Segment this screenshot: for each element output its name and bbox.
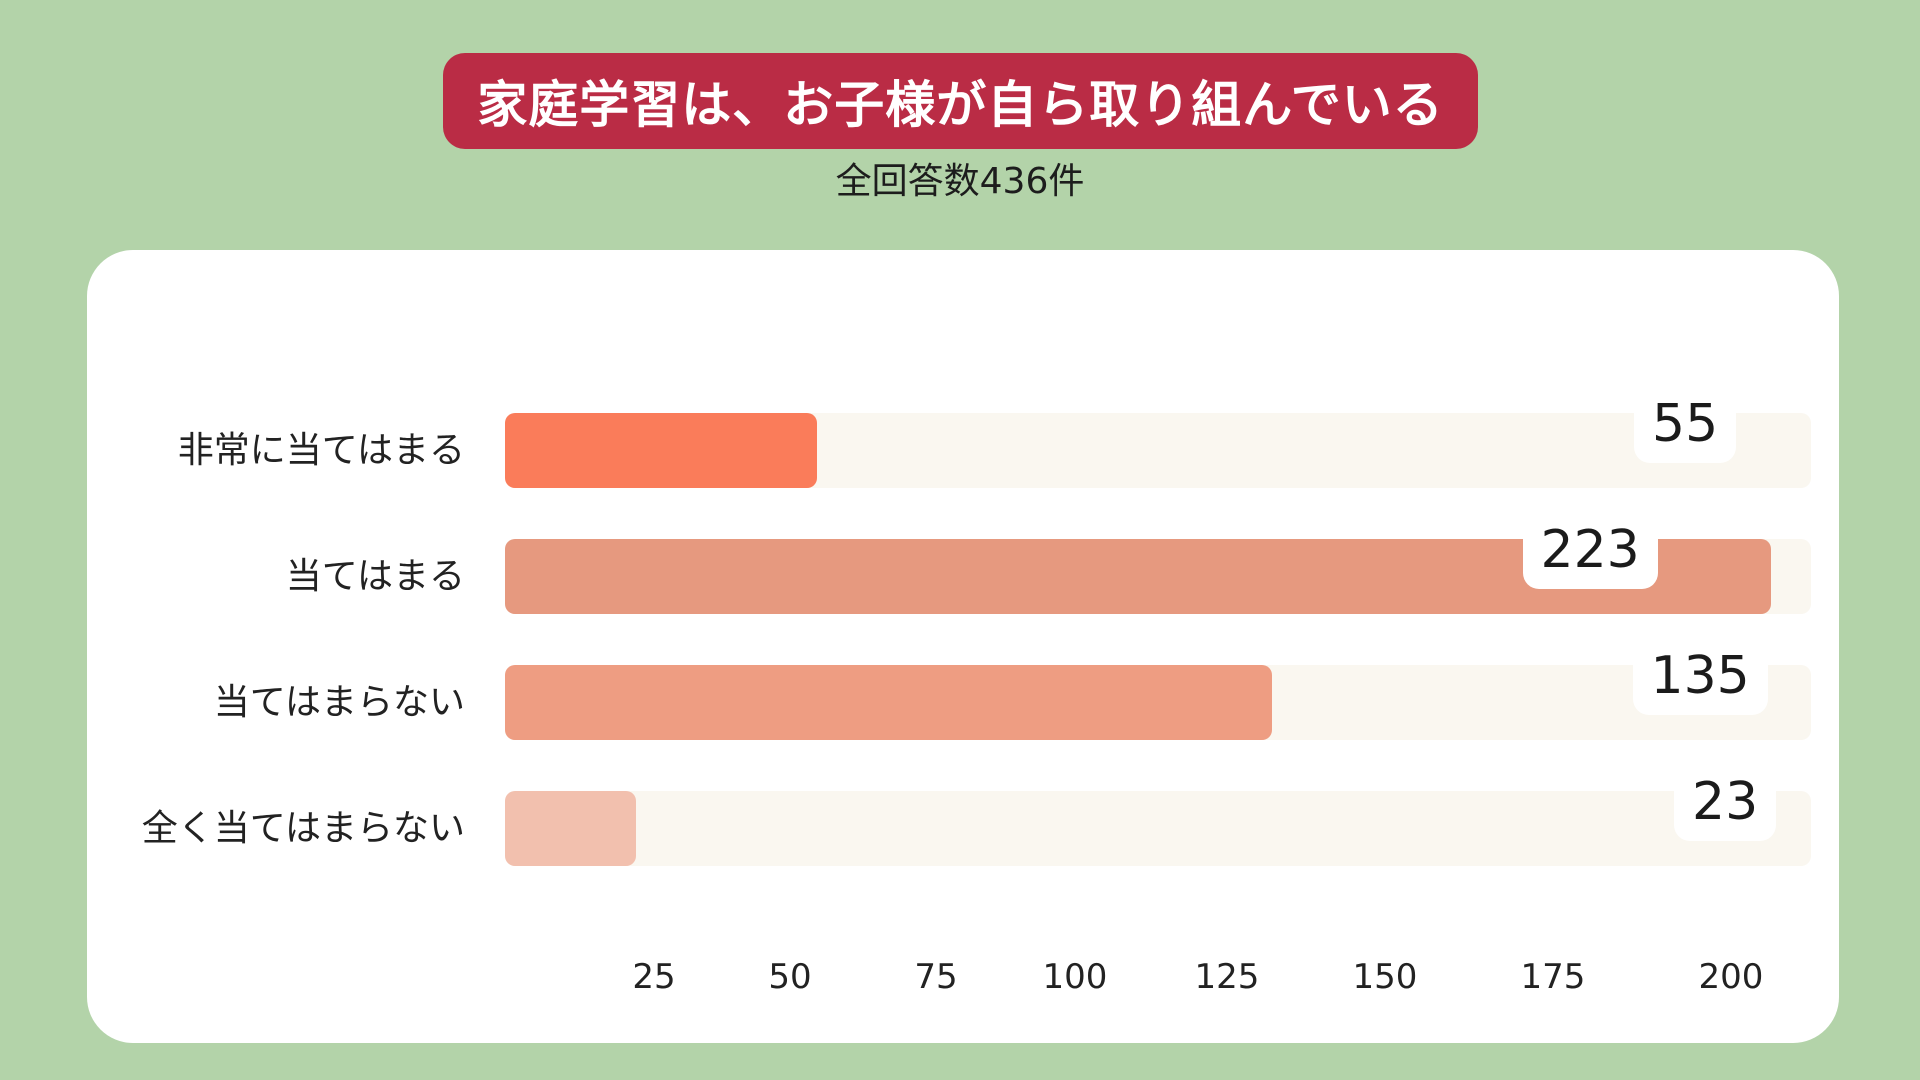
category-label: 全く当てはまらない	[141, 807, 465, 849]
value-label: 23	[1674, 763, 1777, 841]
category-label: 当てはまる	[285, 555, 465, 597]
chart-title-banner: 家庭学習は、お子様が自ら取り組んでいる	[443, 53, 1478, 149]
x-tick-label: 175	[1520, 957, 1586, 997]
x-tick-label: 200	[1698, 957, 1764, 997]
bar-track	[505, 791, 1811, 866]
chart-card	[87, 250, 1839, 1043]
x-tick-label: 150	[1352, 957, 1418, 997]
x-tick-label: 75	[914, 957, 958, 997]
x-tick-label: 100	[1042, 957, 1108, 997]
bar	[505, 791, 636, 866]
category-label: 非常に当てはまる	[177, 429, 465, 471]
x-tick-label: 125	[1194, 957, 1260, 997]
bar	[505, 413, 818, 488]
value-label: 223	[1522, 511, 1658, 589]
chart-subtitle: 全回答数436件	[835, 161, 1085, 202]
value-label: 135	[1632, 637, 1768, 715]
value-label: 55	[1634, 385, 1737, 463]
x-tick-label: 25	[632, 957, 676, 997]
bar	[505, 665, 1272, 740]
category-label: 当てはまらない	[213, 681, 465, 723]
x-tick-label: 50	[768, 957, 812, 997]
chart-title: 家庭学習は、お子様が自ら取り組んでいる	[477, 76, 1444, 134]
